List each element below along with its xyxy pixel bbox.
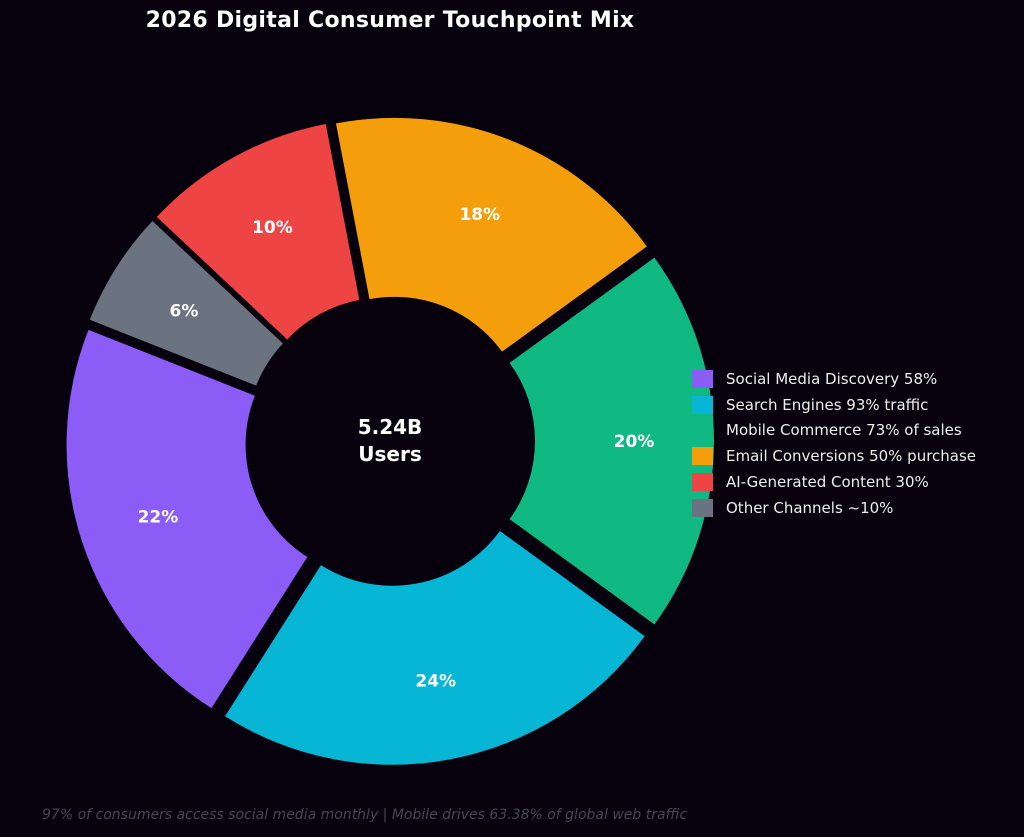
slice-value-label-2: 20%	[614, 432, 655, 452]
chart-title: 2026 Digital Consumer Touchpoint Mix	[145, 8, 635, 33]
legend-swatch-1	[692, 395, 713, 414]
legend-item-0: Social Media Discovery 58%	[692, 366, 976, 392]
legend-swatch-4	[692, 473, 713, 492]
legend-item-4: AI-Generated Content 30%	[692, 469, 976, 495]
center-label-line-2: Users	[358, 442, 421, 466]
slice-0	[66, 329, 308, 709]
slice-value-label-5: 6%	[170, 301, 199, 321]
legend-label-1: Search Engines 93% traffic	[726, 395, 929, 414]
legend-swatch-0	[692, 369, 713, 388]
slice-value-label-4: 10%	[252, 218, 293, 238]
slice-2	[509, 257, 715, 625]
legend-item-1: Search Engines 93% traffic	[692, 392, 976, 418]
legend-item-3: Email Conversions 50% purchase	[692, 443, 976, 469]
footnote: 97% of consumers access social media mon…	[42, 807, 688, 823]
legend-label-5: Other Channels ~10%	[726, 498, 894, 517]
legend-label-2: Mobile Commerce 73% of sales	[726, 421, 962, 440]
legend-label-0: Social Media Discovery 58%	[726, 369, 938, 388]
slice-value-label-0: 22%	[138, 507, 179, 527]
legend-item-2: Mobile Commerce 73% of sales	[692, 418, 976, 444]
center-label-line-1: 5.24B	[358, 415, 423, 439]
legend-swatch-5	[692, 498, 713, 517]
slice-value-label-3: 18%	[459, 205, 500, 225]
legend: Social Media Discovery 58% Search Engines…	[692, 366, 976, 521]
slice-3	[335, 117, 647, 352]
legend-item-5: Other Channels ~10%	[692, 495, 976, 521]
legend-label-4: AI-Generated Content 30%	[726, 473, 929, 492]
slice-5	[89, 220, 283, 386]
legend-swatch-3	[692, 447, 713, 466]
slice-4	[156, 124, 360, 340]
legend-swatch-2	[692, 421, 713, 440]
legend-label-3: Email Conversions 50% purchase	[726, 447, 977, 466]
slice-1	[225, 530, 645, 765]
slice-value-label-1: 24%	[415, 672, 456, 692]
